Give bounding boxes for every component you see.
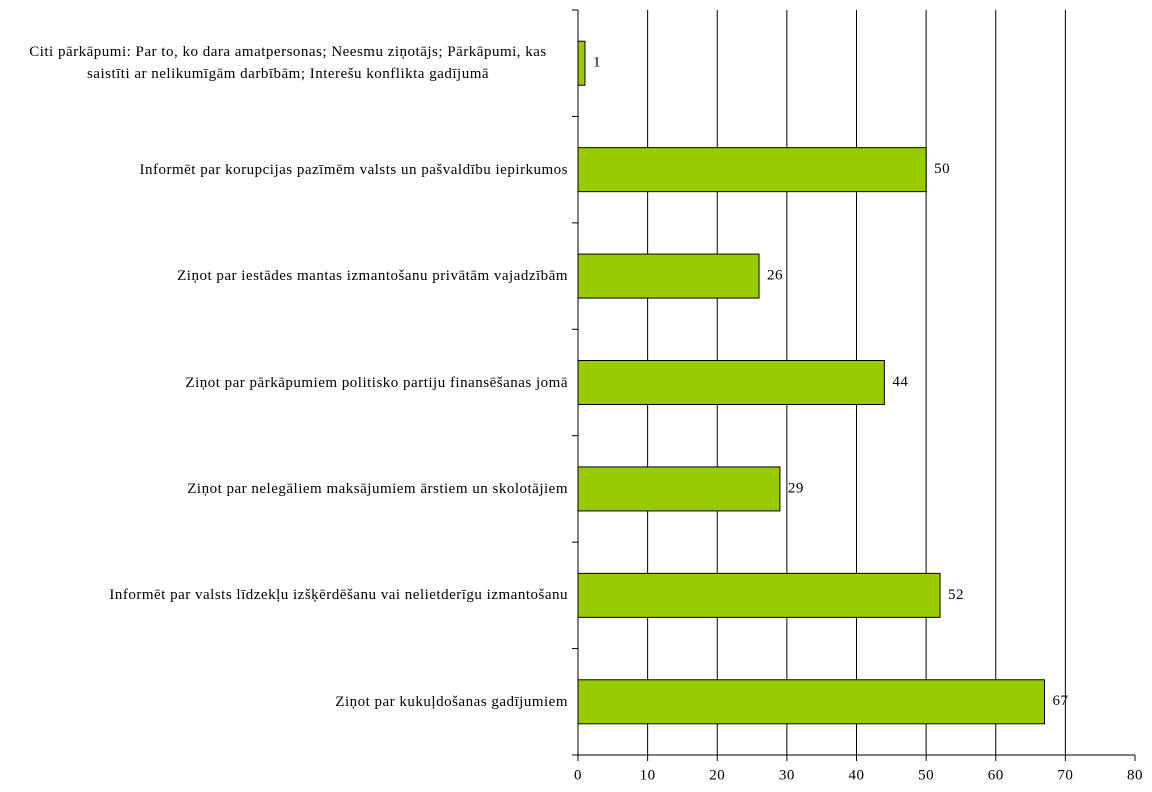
category-label: Citi pārkāpumi: Par to, ko dara amatpers… [8,41,568,85]
category-label: Ziņot par nelegāliem maksājumiem ārstiem… [8,478,568,500]
category-text: Ziņot par iestādes mantas izmantošanu pr… [177,268,568,285]
category-text: Informēt par valsts līdzekļu izšķērdēšan… [109,587,568,604]
x-tick-label: 30 [779,767,795,783]
x-tick-label: 20 [709,767,725,783]
x-tick-label: 50 [918,767,934,783]
category-text: Citi pārkāpumi: Par to, ko dara amatpers… [29,44,547,83]
value-label: 52 [948,587,964,603]
category-label: Informēt par korupcijas pazīmēm valsts u… [8,159,568,181]
bar [577,466,781,512]
x-tick-label: 0 [574,767,582,783]
category-label: Ziņot par pārkāpumiem politisko partiju … [8,372,568,394]
x-tick-label: 40 [849,767,865,783]
category-label: Ziņot par kukuļdošanas gadījumiem [8,691,568,713]
value-label: 50 [934,161,950,177]
bar [577,360,885,405]
bar [577,147,927,193]
bar [577,40,586,86]
value-label: 67 [1052,693,1068,709]
category-text: Ziņot par nelegāliem maksājumiem ārstiem… [187,480,568,497]
category-text: Ziņot par pārkāpumiem politisko partiju … [185,374,568,391]
x-tick-label: 60 [988,767,1004,783]
category-label: Ziņot par iestādes mantas izmantošanu pr… [8,265,568,287]
value-label: 29 [788,480,804,496]
value-label: 1 [593,55,601,71]
category-text: Informēt par korupcijas pazīmēm valsts u… [139,161,568,178]
bar [577,253,760,299]
x-tick-label: 80 [1127,767,1143,783]
bar [577,572,941,618]
category-label: Informēt par valsts līdzekļu izšķērdēšan… [8,584,568,606]
x-tick-label: 70 [1057,767,1073,783]
x-tick-label: 10 [640,767,656,783]
value-label: 26 [767,268,783,284]
bar [577,679,1045,725]
value-label: 44 [892,374,908,390]
category-text: Ziņot par kukuļdošanas gadījumiem [335,693,568,710]
